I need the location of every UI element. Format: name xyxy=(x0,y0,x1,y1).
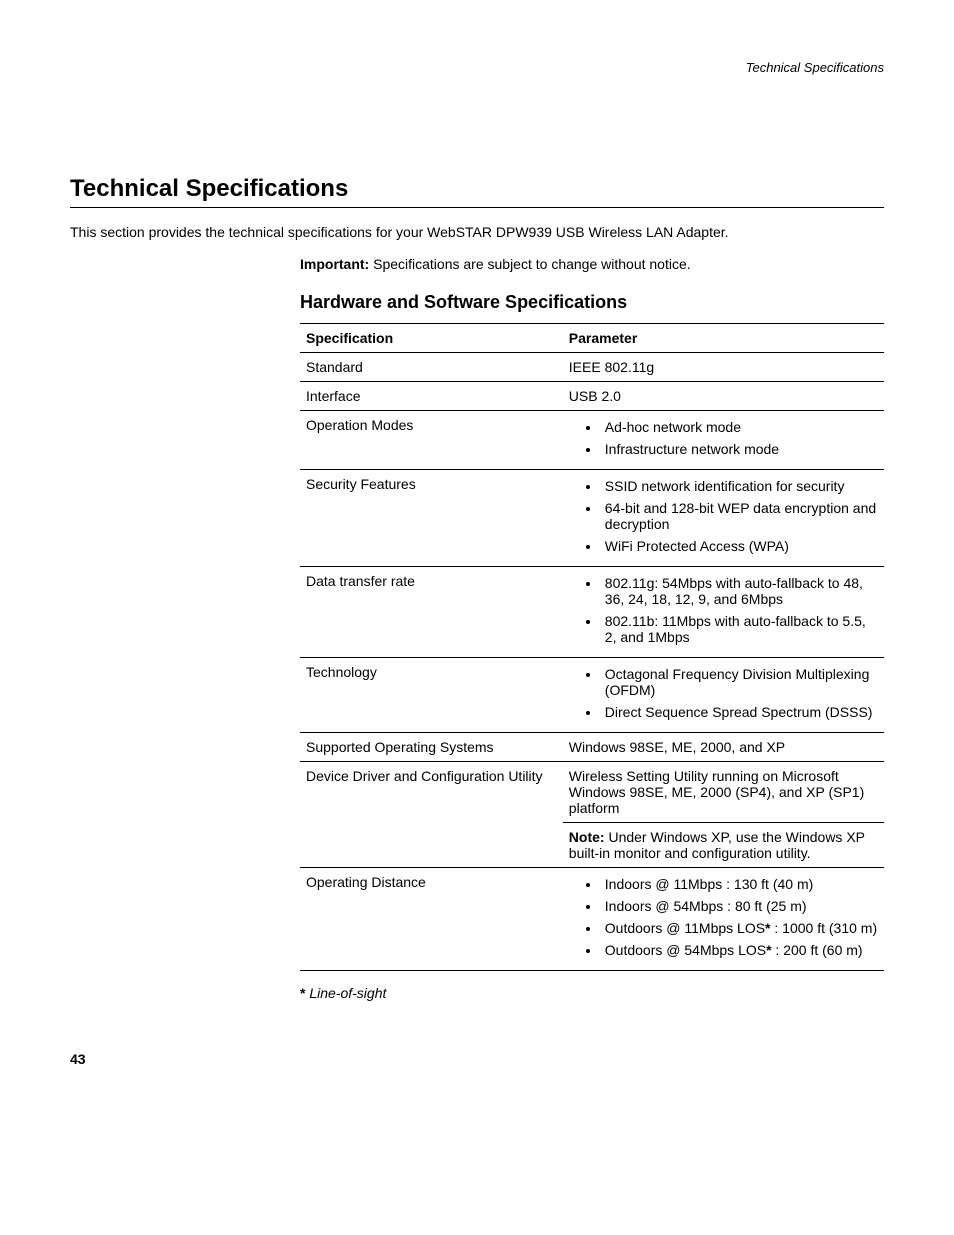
table-row: Standard IEEE 802.11g xyxy=(300,353,884,382)
list-item: Indoors @ 11Mbps : 130 ft (40 m) xyxy=(601,876,878,892)
param-cell: 802.11g: 54Mbps with auto-fallback to 48… xyxy=(563,567,884,658)
note-text: Under Windows XP, use the Windows XP bui… xyxy=(569,829,865,861)
spec-cell: Security Features xyxy=(300,470,563,567)
list-item: Direct Sequence Spread Spectrum (DSSS) xyxy=(601,704,878,720)
content-block: Important: Specifications are subject to… xyxy=(300,256,884,1001)
bullet-list: Octagonal Frequency Division Multiplexin… xyxy=(569,666,878,720)
table-header-row: Specification Parameter xyxy=(300,324,884,353)
table-row: Operating Distance Indoors @ 11Mbps : 13… xyxy=(300,868,884,971)
bullet-list: SSID network identification for security… xyxy=(569,478,878,554)
spec-cell-empty xyxy=(300,823,563,868)
list-item: Ad-hoc network mode xyxy=(601,419,878,435)
param-cell: Ad-hoc network mode Infrastructure netwo… xyxy=(563,411,884,470)
param-cell: IEEE 802.11g xyxy=(563,353,884,382)
spec-cell: Device Driver and Configuration Utility xyxy=(300,762,563,823)
spec-table: Specification Parameter Standard IEEE 80… xyxy=(300,323,884,971)
bullet-list: 802.11g: 54Mbps with auto-fallback to 48… xyxy=(569,575,878,645)
table-row: Security Features SSID network identific… xyxy=(300,470,884,567)
table-row: Data transfer rate 802.11g: 54Mbps with … xyxy=(300,567,884,658)
list-item: Outdoors @ 11Mbps LOS* : 1000 ft (310 m) xyxy=(601,920,878,936)
intro-paragraph: This section provides the technical spec… xyxy=(70,224,884,240)
list-item: 64-bit and 128-bit WEP data encryption a… xyxy=(601,500,878,532)
param-cell: Windows 98SE, ME, 2000, and XP xyxy=(563,733,884,762)
col-header-spec: Specification xyxy=(300,324,563,353)
list-item: WiFi Protected Access (WPA) xyxy=(601,538,878,554)
table-row: Note: Under Windows XP, use the Windows … xyxy=(300,823,884,868)
table-row: Technology Octagonal Frequency Division … xyxy=(300,658,884,733)
page-number: 43 xyxy=(70,1051,884,1067)
note-label: Note: xyxy=(569,829,605,845)
list-item: Outdoors @ 54Mbps LOS* : 200 ft (60 m) xyxy=(601,942,878,958)
param-cell: USB 2.0 xyxy=(563,382,884,411)
table-row: Operation Modes Ad-hoc network mode Infr… xyxy=(300,411,884,470)
spec-cell: Data transfer rate xyxy=(300,567,563,658)
important-text: Specifications are subject to change wit… xyxy=(369,256,690,272)
list-item: Octagonal Frequency Division Multiplexin… xyxy=(601,666,878,698)
param-cell: Indoors @ 11Mbps : 130 ft (40 m) Indoors… xyxy=(563,868,884,971)
param-cell: Note: Under Windows XP, use the Windows … xyxy=(563,823,884,868)
param-cell: Wireless Setting Utility running on Micr… xyxy=(563,762,884,823)
spec-cell: Operation Modes xyxy=(300,411,563,470)
spec-cell: Standard xyxy=(300,353,563,382)
param-cell: Octagonal Frequency Division Multiplexin… xyxy=(563,658,884,733)
running-header: Technical Specifications xyxy=(70,60,884,75)
footnote: * Line-of-sight xyxy=(300,985,884,1001)
spec-cell: Operating Distance xyxy=(300,868,563,971)
list-item: SSID network identification for security xyxy=(601,478,878,494)
spec-cell: Technology xyxy=(300,658,563,733)
important-label: Important: xyxy=(300,256,369,272)
subsection-title: Hardware and Software Specifications xyxy=(300,292,884,313)
section-title: Technical Specifications xyxy=(70,175,884,208)
param-cell: SSID network identification for security… xyxy=(563,470,884,567)
list-item: 802.11g: 54Mbps with auto-fallback to 48… xyxy=(601,575,878,607)
table-row: Interface USB 2.0 xyxy=(300,382,884,411)
list-item: Indoors @ 54Mbps : 80 ft (25 m) xyxy=(601,898,878,914)
table-row: Supported Operating Systems Windows 98SE… xyxy=(300,733,884,762)
list-item: Infrastructure network mode xyxy=(601,441,878,457)
important-note: Important: Specifications are subject to… xyxy=(300,256,884,272)
bullet-list: Indoors @ 11Mbps : 130 ft (40 m) Indoors… xyxy=(569,876,878,958)
footnote-text: Line-of-sight xyxy=(305,985,386,1001)
bullet-list: Ad-hoc network mode Infrastructure netwo… xyxy=(569,419,878,457)
list-item: 802.11b: 11Mbps with auto-fallback to 5.… xyxy=(601,613,878,645)
spec-cell: Interface xyxy=(300,382,563,411)
table-row: Device Driver and Configuration Utility … xyxy=(300,762,884,823)
spec-cell: Supported Operating Systems xyxy=(300,733,563,762)
col-header-param: Parameter xyxy=(563,324,884,353)
